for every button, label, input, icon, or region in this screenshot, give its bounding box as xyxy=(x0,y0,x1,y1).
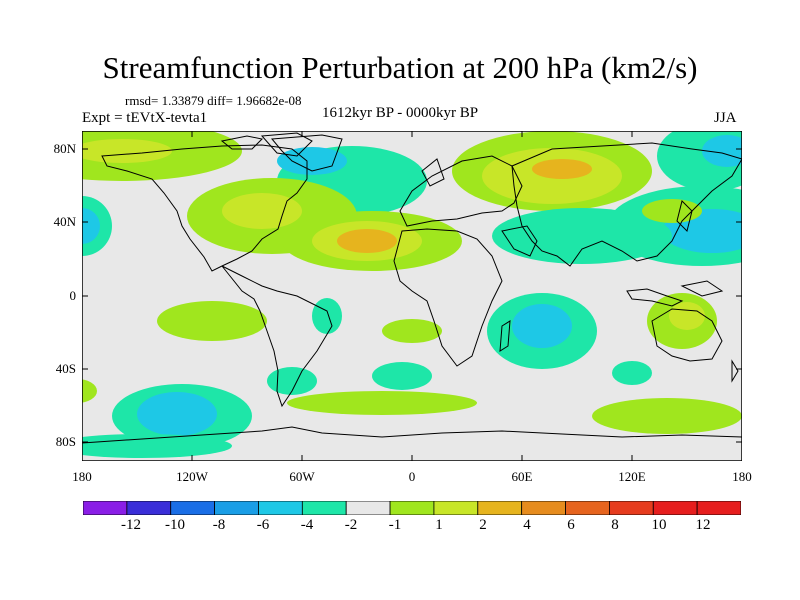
colorbar-label: -1 xyxy=(388,517,402,533)
colorbar-swatch xyxy=(609,501,654,515)
colorbar-swatch xyxy=(521,501,566,515)
y-tick-label: 80N xyxy=(53,141,76,156)
experiment-label: Expt = tEVtX-tevta1 xyxy=(82,110,208,126)
colorbar-swatch xyxy=(652,501,698,515)
colorbar-swatch xyxy=(126,501,172,515)
colorbar-swatch xyxy=(477,501,523,515)
season-label: JJA xyxy=(714,110,737,126)
colorbar-swatch xyxy=(696,501,741,515)
colorbar-label: -12 xyxy=(121,517,141,533)
y-tick-label: 80S xyxy=(55,434,76,449)
colorbar-label: -4 xyxy=(300,517,314,533)
colorbar-label: 2 xyxy=(479,517,487,533)
colorbar-label: -2 xyxy=(344,517,358,533)
y-tick-label: 40S xyxy=(55,361,76,376)
colorbar-swatch xyxy=(83,501,128,515)
colorbar-label: 10 xyxy=(651,517,667,533)
colorbar-swatch xyxy=(433,501,479,515)
y-tick-label: 40N xyxy=(53,214,76,229)
x-tick-label: 0 xyxy=(408,469,416,484)
coastlines xyxy=(82,132,742,444)
anomaly-field xyxy=(82,131,742,458)
x-tick-label: 180 xyxy=(732,469,752,484)
axis-ticks xyxy=(82,131,742,461)
period-label: 1612kyr BP - 0000kyr BP xyxy=(322,105,479,121)
colorbar-swatch xyxy=(301,501,347,515)
colorbar-label: 12 xyxy=(695,517,711,533)
colorbar-swatch xyxy=(565,501,610,515)
colorbar xyxy=(83,501,741,515)
colorbar-label: 8 xyxy=(611,517,619,533)
colorbar-swatch xyxy=(389,501,435,515)
stats-text: rmsd= 1.33879 diff= 1.96682e-08 xyxy=(125,93,302,108)
colorbar-swatch xyxy=(214,501,259,515)
colorbar-swatch xyxy=(345,501,391,515)
plot-title: Streamfunction Perturbation at 200 hPa (… xyxy=(102,50,698,85)
colorbar-label: 4 xyxy=(523,517,531,533)
colorbar-label: -8 xyxy=(212,517,226,533)
x-tick-label: 60W xyxy=(289,469,315,484)
colorbar-swatch xyxy=(170,501,216,515)
colorbar-label: 1 xyxy=(435,517,443,533)
colorbar-label: -6 xyxy=(256,517,270,533)
colorbar-swatch xyxy=(258,501,303,515)
x-tick-label: 60E xyxy=(511,469,533,484)
x-tick-label: 180 xyxy=(72,469,92,484)
colorbar-label: 6 xyxy=(567,517,575,533)
x-tick-label: 120E xyxy=(618,469,646,484)
x-tick-label: 120W xyxy=(176,469,208,484)
y-tick-label: 0 xyxy=(69,288,77,303)
map-plot xyxy=(82,131,742,461)
colorbar-label: -10 xyxy=(165,517,185,533)
